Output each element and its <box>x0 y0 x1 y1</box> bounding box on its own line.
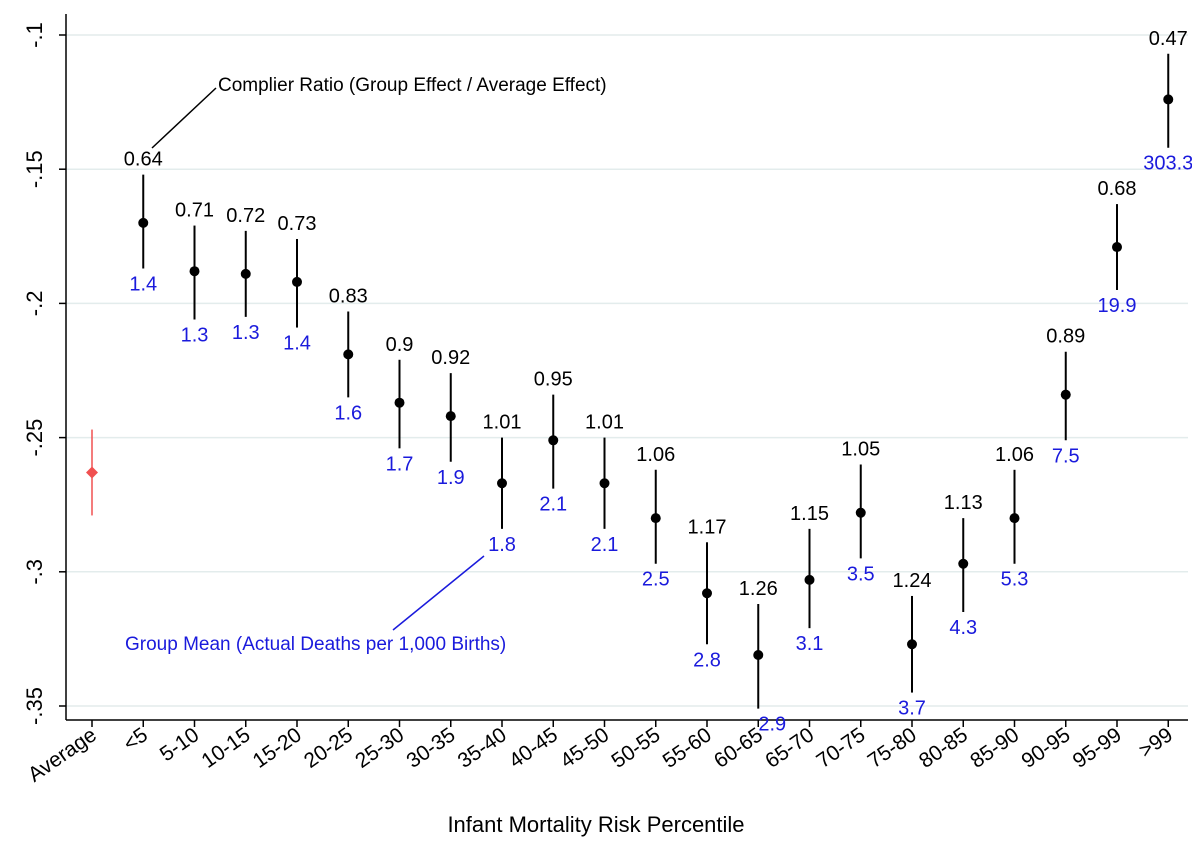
group-mean-label: 1.8 <box>488 534 516 556</box>
y-tick-label: -.3 <box>22 559 47 585</box>
mean-note-leader <box>392 555 485 631</box>
x-tick-label: >99 <box>1135 723 1177 762</box>
complier-ratio-label: 0.83 <box>329 285 368 307</box>
group-point <box>907 639 917 650</box>
group-mean-label: 2.9 <box>758 714 786 736</box>
y-tick-label: -.25 <box>22 419 47 457</box>
group-point <box>343 349 354 360</box>
x-tick-label: 50-55 <box>607 723 664 773</box>
x-tick-label: 85-90 <box>966 723 1023 773</box>
x-tick-label: 80-85 <box>915 723 972 773</box>
x-tick-label: 70-75 <box>812 723 869 773</box>
group-mean-label: 3.7 <box>898 698 926 720</box>
x-tick-label: 5-10 <box>156 723 204 766</box>
group-mean-label: 2.1 <box>539 494 567 516</box>
group-point <box>1112 242 1122 253</box>
group-point <box>292 276 302 287</box>
x-axis-title: Infant Mortality Risk Percentile <box>447 812 745 837</box>
group-mean-label: 1.4 <box>283 333 311 355</box>
group-point <box>138 217 149 228</box>
y-tick-label: -.35 <box>22 687 47 725</box>
group-mean-label: 1.7 <box>386 453 414 475</box>
group-mean-label: 303.3 <box>1143 153 1192 175</box>
complier-ratio-label: 1.24 <box>893 570 932 592</box>
group-point <box>753 650 764 661</box>
group-mean-label: 5.3 <box>1001 569 1029 591</box>
complier-ratio-label: 1.26 <box>739 578 778 600</box>
complier-ratio-label: 1.06 <box>636 444 675 466</box>
group-mean-label: 19.9 <box>1098 295 1137 317</box>
group-mean-label: 1.3 <box>181 325 209 347</box>
y-tick-label: -.1 <box>22 22 47 48</box>
group-point <box>189 266 200 277</box>
complier-ratio-label: 1.05 <box>841 438 880 460</box>
group-point <box>1009 513 1020 524</box>
complier-ratio-label: 0.72 <box>226 205 265 227</box>
ratio-note: Complier Ratio (Group Effect / Average E… <box>218 75 607 96</box>
group-mean-label: 2.8 <box>693 649 721 671</box>
complier-ratio-label: 1.01 <box>483 412 522 434</box>
group-point <box>650 513 661 524</box>
group-point <box>855 507 866 518</box>
group-mean-label: 3.5 <box>847 563 875 585</box>
x-tick-label: 30-35 <box>402 723 459 773</box>
group-mean-label: 2.1 <box>591 534 619 556</box>
complier-ratio-label: 0.64 <box>124 149 163 171</box>
group-point <box>804 574 815 585</box>
group-point <box>702 588 712 599</box>
group-mean-label: 7.5 <box>1052 445 1080 467</box>
group-point <box>445 411 456 422</box>
x-tick-label: 35-40 <box>454 723 511 773</box>
complier-ratio-label: 1.17 <box>688 516 727 538</box>
group-point <box>1060 389 1071 400</box>
x-tick-label: 45-50 <box>556 723 613 773</box>
complier-ratio-label: 0.68 <box>1098 178 1137 200</box>
ratio-note-leader <box>151 87 217 149</box>
x-tick-label: 15-20 <box>249 723 306 773</box>
complier-ratio-label: 0.95 <box>534 369 573 391</box>
x-tick-label: 40-45 <box>505 723 562 773</box>
mean-note: Group Mean (Actual Deaths per 1,000 Birt… <box>125 634 506 655</box>
complier-ratio-label: 0.9 <box>386 334 414 356</box>
group-mean-label: 1.3 <box>232 322 260 344</box>
group-point <box>394 397 405 408</box>
complier-ratio-label: 0.89 <box>1046 326 1085 348</box>
x-tick-label: 25-30 <box>351 723 408 773</box>
complier-ratio-label: 0.73 <box>278 213 317 235</box>
complier-ratio-label: 1.15 <box>790 503 829 525</box>
complier-ratio-label: 1.01 <box>585 412 624 434</box>
x-tick-label: 75-80 <box>864 723 921 773</box>
x-tick-label: 95-99 <box>1069 723 1126 773</box>
x-tick-label: 55-60 <box>659 723 716 773</box>
group-mean-label: 3.1 <box>796 633 824 655</box>
average-point <box>86 466 98 479</box>
x-tick-label: 90-95 <box>1017 723 1074 773</box>
complier-ratio-label: 0.47 <box>1149 28 1188 50</box>
group-point <box>958 558 969 569</box>
group-mean-label: 2.5 <box>642 569 670 591</box>
y-tick-label: -.15 <box>22 150 47 188</box>
group-mean-label: 1.6 <box>334 402 362 424</box>
group-mean-label: 1.9 <box>437 467 465 489</box>
group-point <box>497 478 507 489</box>
group-point <box>240 268 251 279</box>
complier-ratio-label: 0.92 <box>431 347 470 369</box>
group-mean-label: 1.4 <box>129 274 157 296</box>
complier-ratio-label: 1.06 <box>995 444 1034 466</box>
group-point <box>1163 94 1174 105</box>
group-point <box>548 435 559 446</box>
complier-ratio-label: 0.71 <box>175 200 214 222</box>
group-mean-label: 4.3 <box>949 617 977 639</box>
y-tick-label: -.2 <box>22 291 47 317</box>
complier-ratio-label: 1.13 <box>944 492 983 514</box>
x-tick-label: <5 <box>119 723 152 756</box>
group-point <box>599 478 610 489</box>
x-tick-label: 20-25 <box>300 723 357 773</box>
x-tick-label: Average <box>24 723 101 786</box>
x-tick-label: 10-15 <box>197 723 254 773</box>
